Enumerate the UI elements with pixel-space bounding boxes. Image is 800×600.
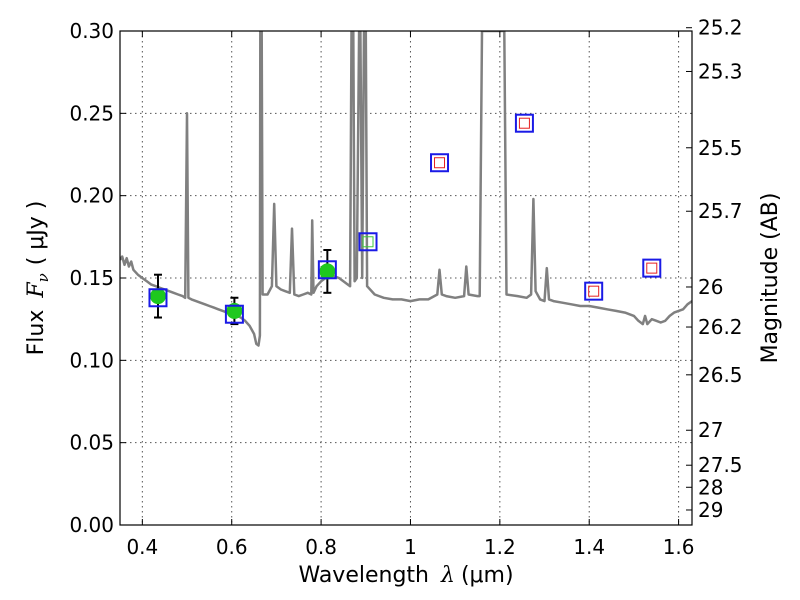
model-band-box: [642, 258, 662, 278]
mag-tick-label: 26.2: [698, 315, 743, 339]
model-band-box: [584, 281, 604, 301]
axis-ticks: 0.4 0.6 0.8 1 1.2 1.4 1.6 0.00 0.05 0.10 0.15 0.20 0…: [69, 16, 742, 559]
x-tick-label: 0.4: [126, 535, 158, 559]
y-tick-label: 0.15: [69, 266, 114, 290]
x-tick-label: 0.8: [305, 535, 337, 559]
model-band-inner: [434, 157, 446, 169]
model-band-box: [148, 288, 168, 308]
mag-tick-label: 26: [698, 275, 723, 299]
observed-point: [226, 302, 243, 319]
model-band-inner: [646, 262, 658, 274]
model-band-markers: [148, 113, 662, 324]
model-band-box: [317, 260, 337, 280]
observed-point: [149, 288, 166, 305]
y-tick-label: 0.25: [69, 101, 114, 125]
mag-tick-label: 25.5: [698, 136, 743, 160]
y-axis-label: FluxFν( μJy ): [24, 201, 52, 356]
x-axis-label: Wavelength λ (μm): [298, 563, 513, 588]
model-band-inner: [362, 236, 374, 248]
y-tick-label: 0.20: [69, 184, 114, 208]
spectrum-line: [120, 31, 692, 347]
observed-point: [319, 263, 336, 280]
mag-tick-label: 27.5: [698, 453, 743, 477]
mag-tick-label: 27: [698, 418, 723, 442]
x-tick-label: 1.4: [573, 535, 605, 559]
y-tick-label: 0.05: [69, 431, 114, 455]
model-band-inner: [588, 285, 600, 297]
model-band-box: [224, 304, 244, 324]
y2-axis-label: Magnitude (AB): [758, 193, 783, 364]
model-band-box: [514, 113, 534, 133]
model-band-box: [358, 232, 378, 252]
y-tick-label: 0.30: [69, 19, 114, 43]
mag-tick-label: 25.3: [698, 59, 743, 83]
x-tick-label: 0.6: [216, 535, 248, 559]
model-band-inner: [518, 117, 530, 129]
x-tick-label: 1.6: [663, 535, 695, 559]
y-tick-label: 0.10: [69, 348, 114, 372]
mag-tick-label: 26.5: [698, 363, 743, 387]
mag-tick-label: 28: [698, 475, 723, 499]
mag-tick-label: 25.7: [698, 199, 743, 223]
mag-tick-label: 29: [698, 498, 723, 522]
x-tick-label: 1: [404, 535, 417, 559]
y-tick-label: 0.00: [69, 513, 114, 537]
mag-tick-label: 25.2: [698, 16, 743, 40]
observed-points: [149, 249, 336, 326]
x-tick-label: 1.2: [484, 535, 516, 559]
model-band-box: [430, 153, 450, 173]
